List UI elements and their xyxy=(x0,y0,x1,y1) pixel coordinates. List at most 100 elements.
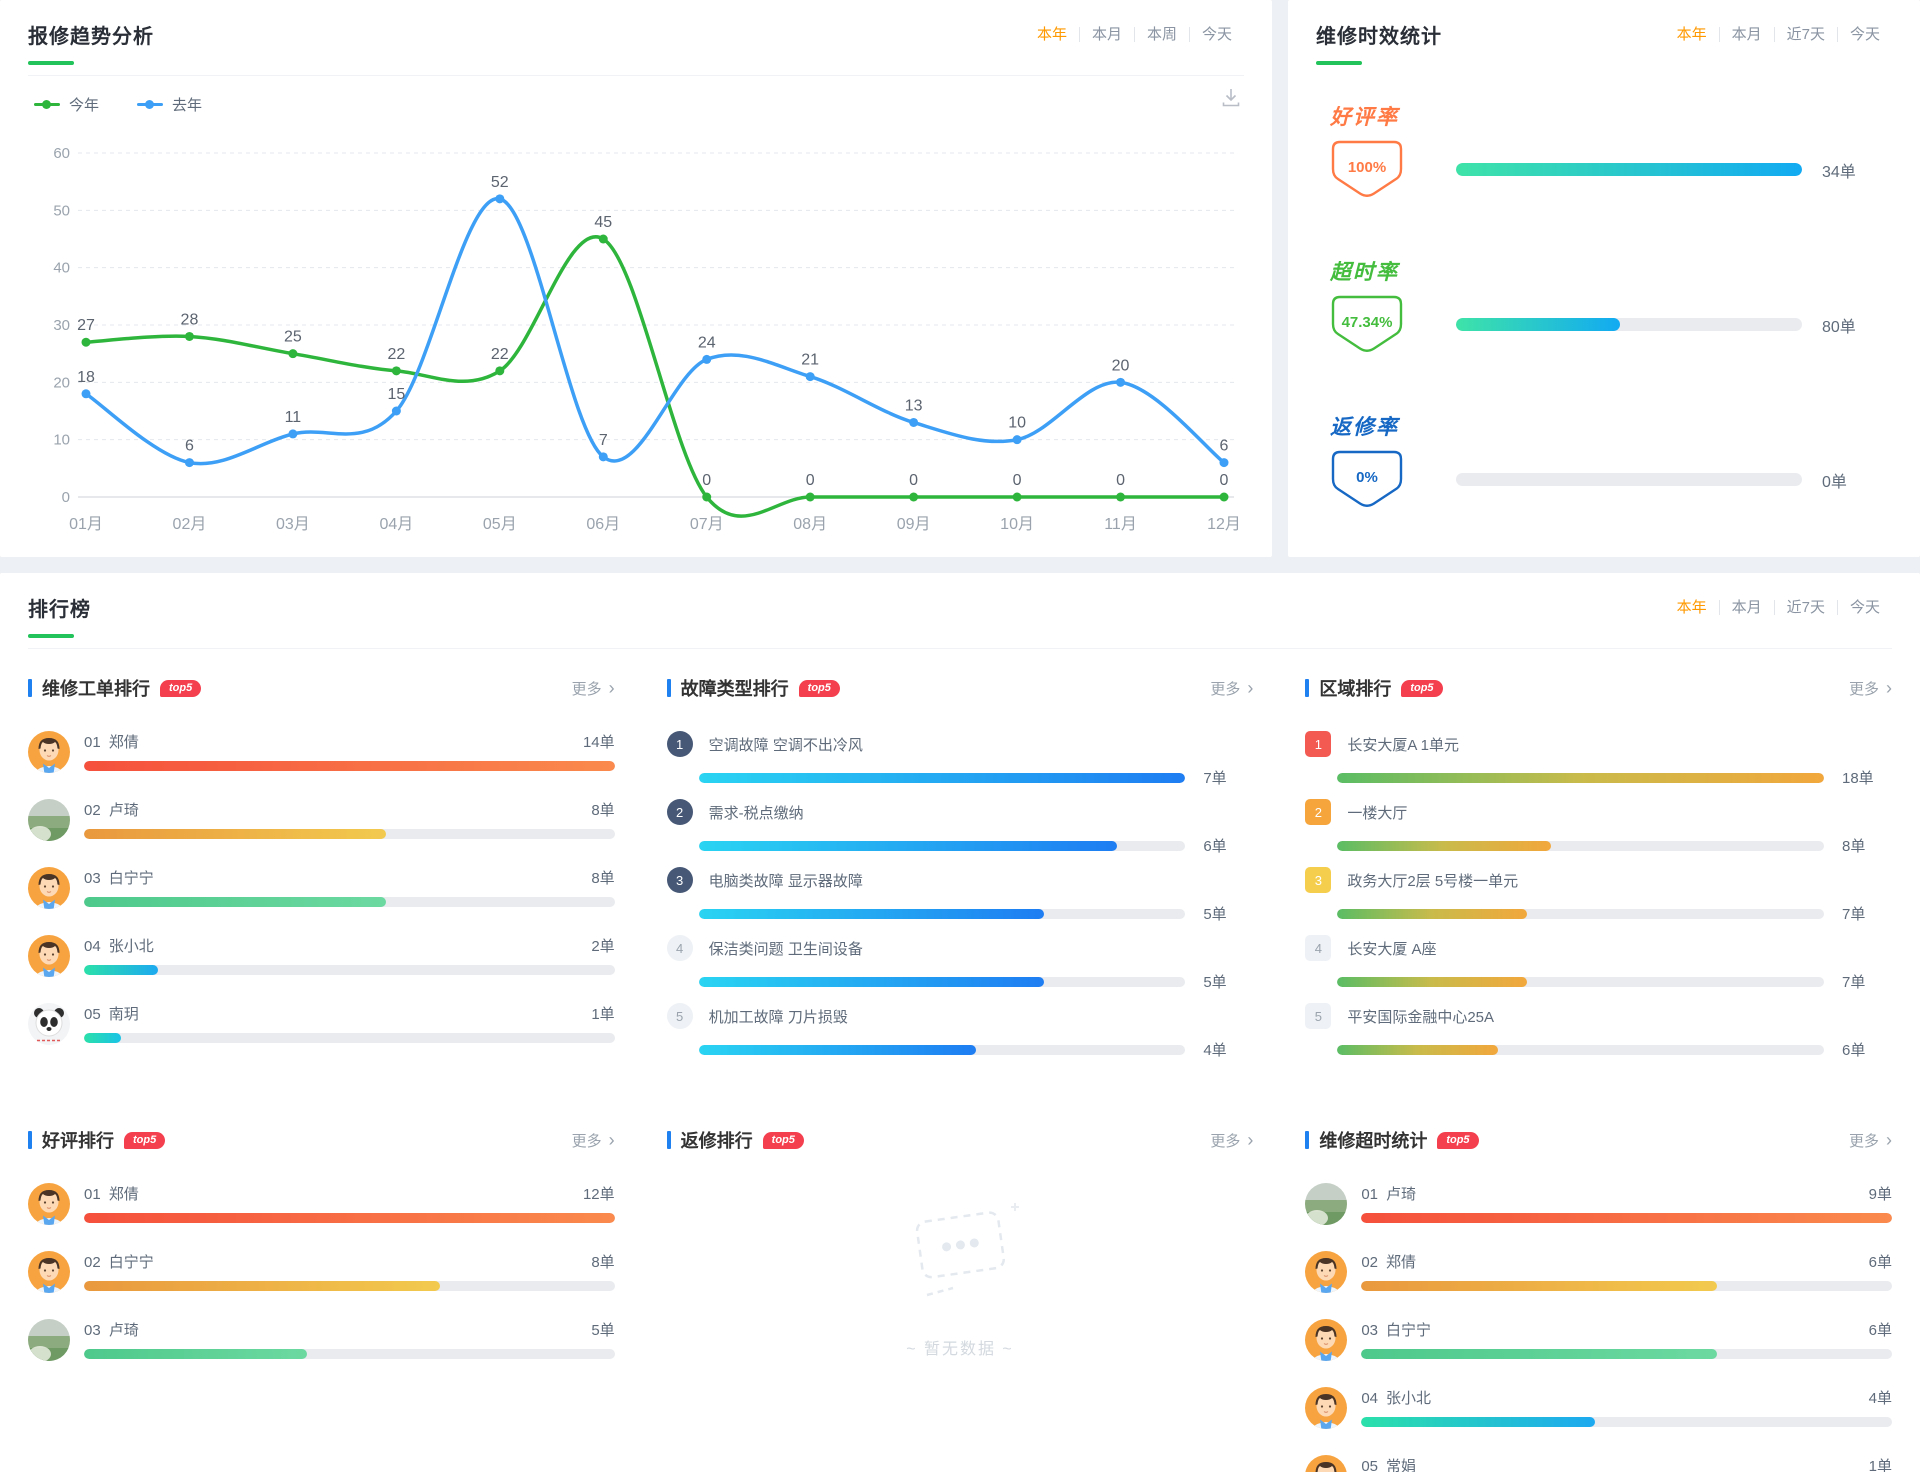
title-underline xyxy=(1316,61,1362,65)
ranking-panel-title: 维修工单排行 xyxy=(42,679,150,699)
stat-value: 0单 xyxy=(1822,473,1847,491)
page-title: 报修趋势分析 xyxy=(28,26,154,48)
no-data-icon xyxy=(915,1203,1019,1297)
rank-bar-track xyxy=(84,761,615,771)
panel-repair-trend: 报修趋势分析 本年 本月 本周 今天 今年 xyxy=(0,0,1272,557)
rank-bar-fill xyxy=(698,908,1045,919)
rank-bar-fill xyxy=(84,1281,440,1291)
panel-repair-efficiency: 维修时效统计 本年 本月 近7天 今天 好评率 xyxy=(1288,0,1920,557)
rank-badge: 4 xyxy=(666,935,693,961)
avatar xyxy=(1305,1455,1347,1472)
rank-badge: 5 xyxy=(1305,1003,1332,1029)
tab-today[interactable]: 今天 xyxy=(1188,27,1244,42)
row-value: 6单 xyxy=(1868,1322,1892,1339)
ranking-row: 3 电脑类故障 显示器故障 5单 xyxy=(666,867,1254,923)
more-link[interactable]: 更多 xyxy=(1849,1130,1892,1151)
rank-bar-fill xyxy=(1361,1213,1892,1223)
more-link[interactable]: 更多 xyxy=(572,678,615,699)
tab-this-week[interactable]: 本周 xyxy=(1133,27,1189,42)
more-link[interactable]: 更多 xyxy=(1849,678,1892,699)
tab-this-month[interactable]: 本月 xyxy=(1718,600,1774,615)
more-link[interactable]: 更多 xyxy=(1210,1130,1253,1151)
tab-this-year[interactable]: 本年 xyxy=(1036,26,1067,43)
avatar xyxy=(28,1251,70,1293)
ranking-row: 1 长安大厦A 1单元 18单 xyxy=(1305,731,1892,787)
rank-bar-track xyxy=(1337,908,1824,919)
rank-bar-fill xyxy=(84,1349,307,1359)
rank-bar-track xyxy=(698,1044,1186,1055)
title-underline xyxy=(28,61,74,65)
legend-label: 去年 xyxy=(172,97,203,114)
no-data-text: ~ 暂无数据 ~ xyxy=(906,1341,1014,1358)
svg-text:28: 28 xyxy=(181,311,199,328)
rankings-title: 排行榜 xyxy=(28,599,91,621)
avatar xyxy=(28,1003,70,1045)
stat-percentage: 100% xyxy=(1348,159,1386,176)
svg-text:7: 7 xyxy=(599,432,608,449)
shield-badge-icon: 47.34% xyxy=(1331,295,1403,352)
rank-badge: 3 xyxy=(666,867,693,893)
rank-bar-track xyxy=(1361,1213,1892,1223)
stat-percentage: 47.34% xyxy=(1342,314,1393,331)
rank-bar-track xyxy=(1337,772,1824,783)
tab-last-7-days[interactable]: 近7天 xyxy=(1773,27,1837,42)
row-value: 6单 xyxy=(1868,1254,1892,1271)
ranking-row: 03 白宁宁 8单 xyxy=(28,867,615,913)
chart-legend: 今年 去年 xyxy=(34,94,1272,115)
svg-text:04月: 04月 xyxy=(379,516,413,533)
ranking-row: 1 空调故障 空调不出冷风 7单 xyxy=(666,731,1254,787)
rank-bar-track xyxy=(1361,1417,1892,1427)
rank-bar-fill xyxy=(698,1044,977,1055)
top5-badge: top5 xyxy=(1437,1131,1479,1149)
avatar xyxy=(28,867,70,909)
panel-rankings: 排行榜 本年 本月 近7天 今天 维修工单排行 top5 更多 xyxy=(0,573,1920,1472)
svg-text:11月: 11月 xyxy=(1104,516,1137,533)
ranking-row: 04 张小北 4单 xyxy=(1305,1387,1892,1433)
stat-progress-fill xyxy=(1456,163,1802,176)
svg-text:05月: 05月 xyxy=(483,516,517,533)
title-accent-bar xyxy=(666,679,671,697)
tab-today[interactable]: 今天 xyxy=(1836,600,1892,615)
more-link[interactable]: 更多 xyxy=(1210,678,1253,699)
divider xyxy=(28,75,1244,76)
legend-last-year[interactable]: 去年 xyxy=(137,94,202,115)
panel-title: 维修时效统计 xyxy=(1316,26,1442,48)
stat-value: 80单 xyxy=(1822,318,1856,336)
tab-this-month[interactable]: 本月 xyxy=(1078,27,1134,42)
tab-today[interactable]: 今天 xyxy=(1836,27,1892,42)
title-accent-bar xyxy=(28,679,32,697)
rank-bar-track xyxy=(1361,1349,1892,1359)
row-value: 8单 xyxy=(1842,838,1866,855)
svg-text:50: 50 xyxy=(53,202,70,219)
more-link[interactable]: 更多 xyxy=(572,1130,615,1151)
svg-text:22: 22 xyxy=(491,346,509,363)
ranking-row: 03 白宁宁 6单 xyxy=(1305,1319,1892,1365)
trend-tabs: 本年 本月 本周 今天 xyxy=(1025,27,1244,42)
rank-bar-track xyxy=(698,772,1186,783)
tab-this-month[interactable]: 本月 xyxy=(1718,27,1774,42)
tab-this-year[interactable]: 本年 xyxy=(1676,599,1707,616)
tab-last-7-days[interactable]: 近7天 xyxy=(1773,600,1837,615)
rank-badge: 1 xyxy=(666,731,693,757)
svg-text:0: 0 xyxy=(806,472,815,489)
rank-bar-track xyxy=(1337,976,1824,987)
row-value: 18单 xyxy=(1842,770,1874,787)
tab-this-year[interactable]: 本年 xyxy=(1676,26,1707,43)
rank-bar-fill xyxy=(84,829,387,839)
row-value: 4单 xyxy=(1203,1042,1227,1059)
row-value: 9单 xyxy=(1868,1186,1892,1203)
top5-badge: top5 xyxy=(762,1131,804,1149)
rank-bar-fill xyxy=(84,897,387,907)
stat-label: 好评率 xyxy=(1330,106,1399,129)
ranking-row: 01 郑倩 14单 xyxy=(28,731,615,777)
ranking-row: 4 保洁类问题 卫生间设备 5单 xyxy=(666,935,1254,991)
row-value: 8单 xyxy=(591,870,615,887)
legend-this-year[interactable]: 今年 xyxy=(34,94,99,115)
stat-percentage: 0% xyxy=(1356,469,1378,486)
stat-row-rework-rate: 返修率 0% 0单 xyxy=(1330,411,1878,518)
avatar xyxy=(1305,1183,1347,1225)
download-icon[interactable] xyxy=(1220,86,1242,108)
